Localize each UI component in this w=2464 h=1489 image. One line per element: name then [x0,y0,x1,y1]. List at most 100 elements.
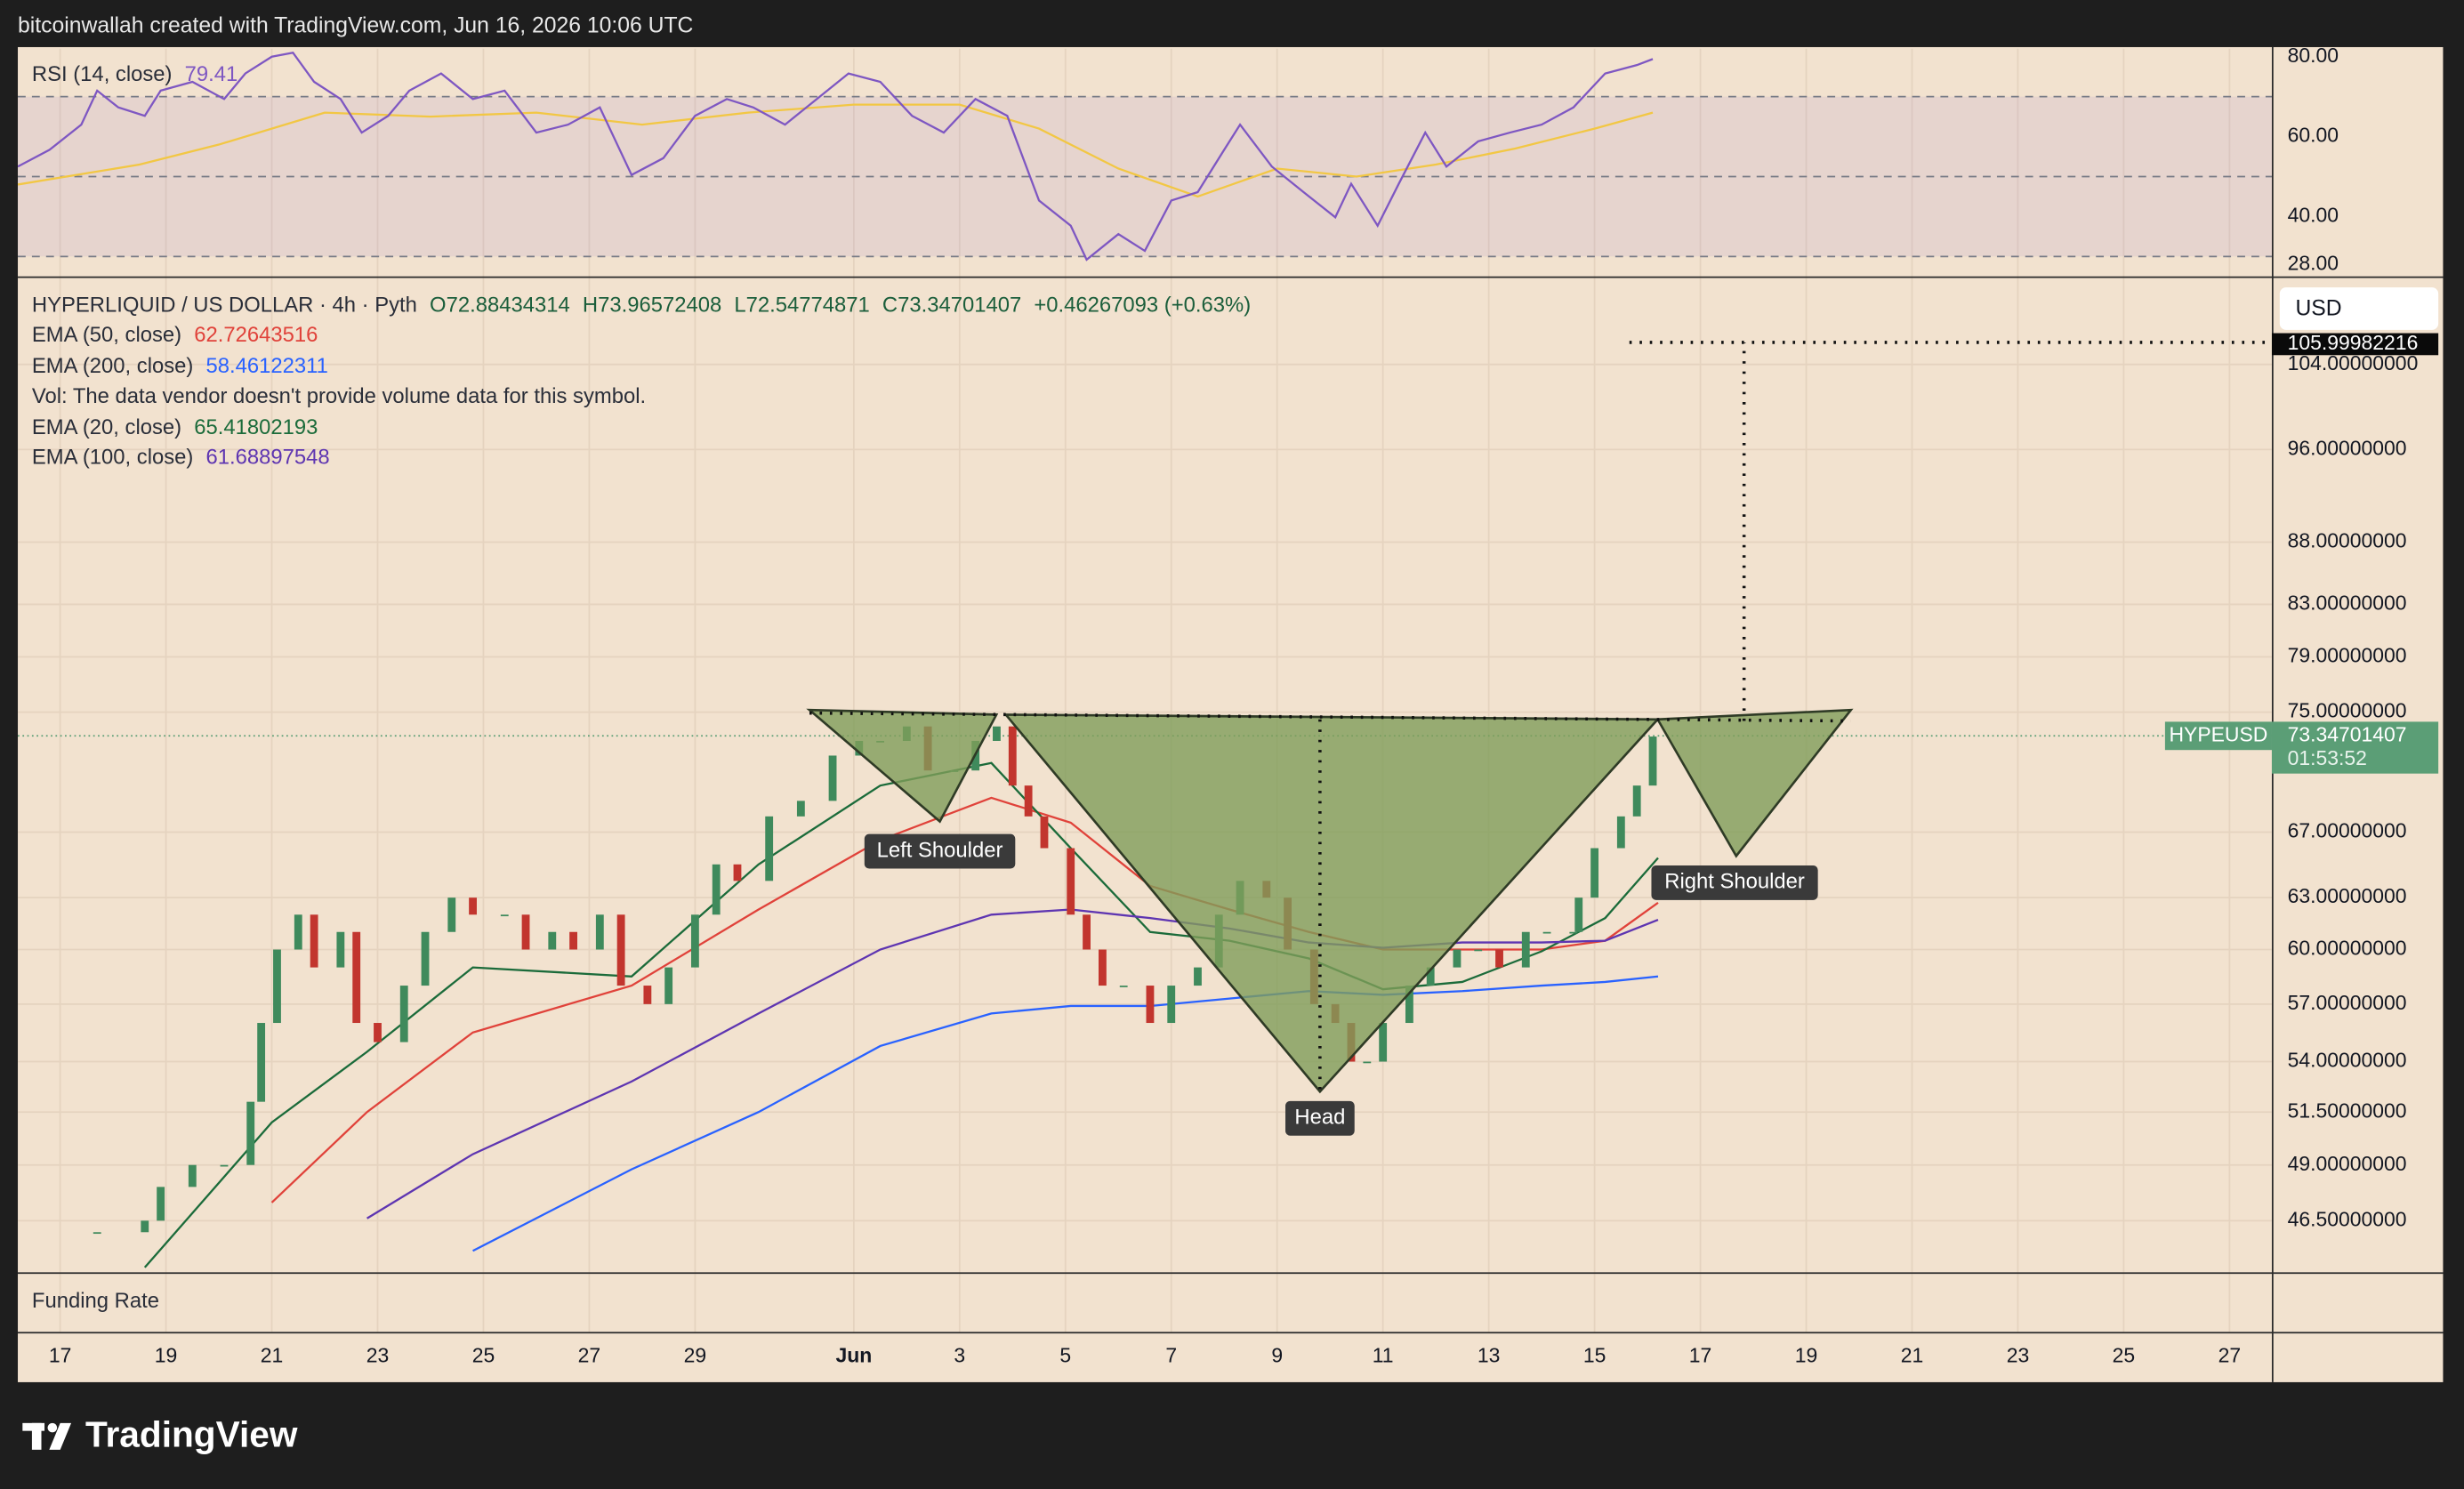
guides [809,341,2272,1092]
x-tick-label: 13 [1478,1344,1501,1367]
x-tick-label: 21 [261,1344,284,1367]
rsi-tick-label: 80.00 [2288,44,2339,67]
x-tick-label: 27 [2218,1344,2242,1367]
rsi-title: RSI (14, close) [32,62,173,86]
candle [500,914,509,917]
logo-part [31,1422,42,1450]
candle [1119,986,1128,987]
candle [157,1187,165,1221]
candle [273,949,281,1024]
rsi-legend: RSI (14, close) 79.41 [32,62,238,86]
candle [1574,897,1583,932]
y-tick-label: 51.50000000 [2288,1099,2407,1122]
rsi-band [18,96,2272,257]
candle [1542,931,1551,934]
candle [643,986,652,1004]
ema-legend: EMA (200, close) 58.46122311 [32,354,328,378]
candle [616,914,625,986]
ema-line [366,908,1659,1219]
ema-value: 61.68897548 [205,446,329,470]
volume-note: Vol: The data vendor doesn't provide vol… [32,384,646,408]
candle [1146,986,1155,1024]
chart-frame [18,46,2444,1382]
countdown: 01:53:52 [2288,746,2367,769]
x-tick-label: 19 [1795,1344,1818,1367]
candle [1569,931,1578,934]
candle [447,897,456,932]
logo [22,1422,72,1450]
right-shoulder-shape [1655,708,1854,858]
candle [828,755,837,801]
candle [336,931,345,968]
y-tick-label: 49.00000000 [2288,1152,2407,1175]
price-badge [2271,721,2439,774]
candle [765,816,774,881]
symbol: HYPERLIQUID / US DOLLAR · 4h · Pyth [32,294,417,318]
brand: TradingView [85,1413,298,1454]
ema-name: EMA (50, close) [32,323,181,347]
candle [595,914,604,950]
candle [93,1232,101,1235]
open: O72.88434314 [430,294,570,318]
candle [1648,736,1657,786]
labels: Left Shoulder Head Right Shoulder [864,833,1818,1136]
currency[interactable]: USD [2295,296,2341,320]
candle [1098,949,1107,986]
rsi-line [18,51,1654,262]
candle [1632,785,1641,817]
candle [1379,1023,1388,1062]
header: bitcoinwallah created with TradingView.c… [18,14,693,38]
ema-line [472,975,1659,1252]
x-tick-label: 27 [578,1344,601,1367]
candle [712,864,721,915]
y-tick-label: 57.00000000 [2288,991,2407,1014]
candle [993,726,1001,741]
neckline [809,711,1851,723]
ema-name: EMA (100, close) [32,446,193,470]
y-tick-label: 63.00000000 [2288,884,2407,907]
rsi-tick-label: 40.00 [2288,203,2339,226]
candle [1008,726,1017,786]
x-tick-label: 21 [1901,1344,1924,1367]
ema-value: 62.72643516 [194,323,318,347]
x-tick-label: 25 [472,1344,495,1367]
x-tick-label: 7 [1165,1344,1177,1367]
pattern [806,708,1854,1094]
label-box [1651,865,1818,900]
candle [1474,949,1483,952]
candle [257,1023,266,1102]
target-badge [2271,333,2439,356]
candle [294,914,302,950]
x-tick-label: 17 [49,1344,72,1367]
currency-box[interactable] [2279,287,2439,330]
x-tick-label: 9 [1271,1344,1283,1367]
ema-value: 58.46122311 [205,354,327,378]
candle [246,1101,255,1165]
candle [188,1164,197,1187]
annotation: Right Shoulder [1664,870,1805,894]
funding-label: Funding Rate [32,1289,159,1313]
logo-part [47,1422,58,1433]
candle [1363,1061,1372,1064]
candle [374,1023,382,1042]
candle [1426,967,1435,986]
candle [1590,848,1599,898]
ema-name: EMA (200, close) [32,354,193,378]
x-tick-label: 19 [155,1344,178,1367]
rsi-ma [18,103,1654,198]
candle [421,931,430,986]
x-tick-label: 29 [684,1344,707,1367]
x-tick-label: 3 [954,1344,965,1367]
ema-legend: EMA (100, close) 61.68897548 [32,446,330,470]
candle [141,1220,149,1233]
y-tick-label: 67.00000000 [2288,819,2407,842]
candle [399,986,408,1042]
label-box [1285,1100,1355,1136]
candle [1167,986,1176,1024]
y-tick-label: 75.00000000 [2288,699,2407,722]
ema-name: EMA (20, close) [32,415,181,439]
close: C73.34701407 [882,294,1021,318]
symbol-legend: HYPERLIQUID / US DOLLAR · 4h · Pyth O72.8… [32,294,1251,318]
ema-legend: EMA (50, close) 62.72643516 [32,323,318,347]
